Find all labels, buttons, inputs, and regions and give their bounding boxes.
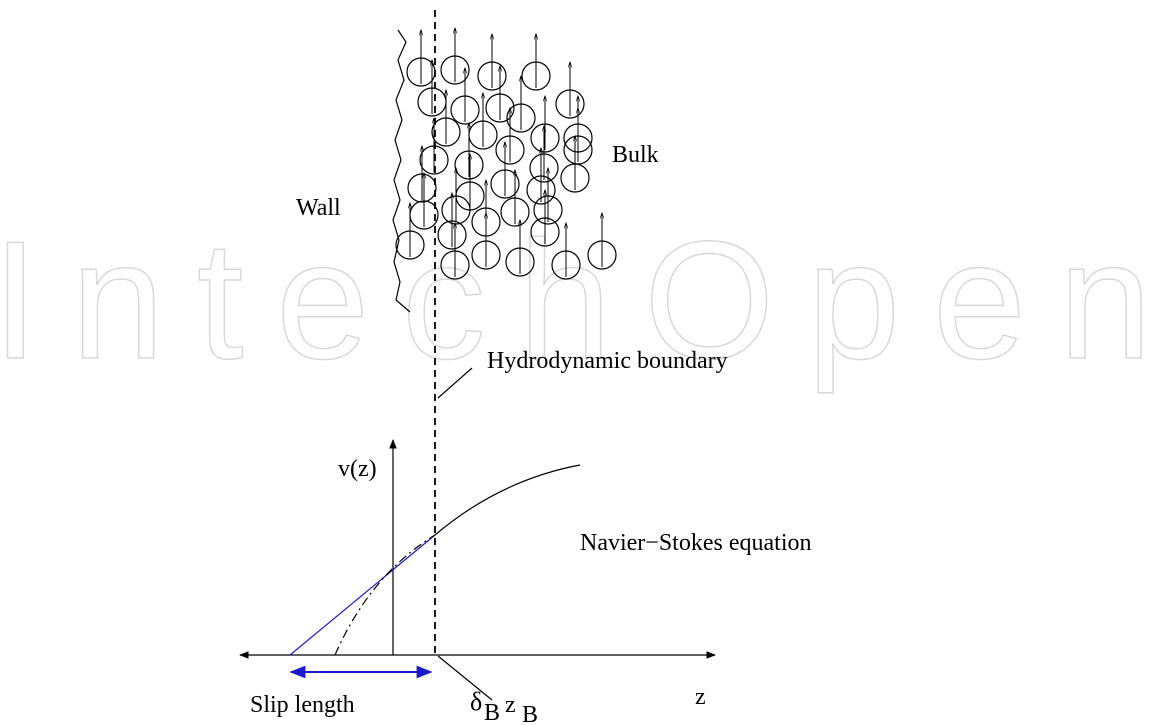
leader — [437, 367, 473, 399]
wall-label: Wall — [296, 195, 341, 221]
slip-extrapolation — [289, 534, 436, 656]
slip-label: Slip length — [250, 692, 355, 718]
velocity-label: v(z) — [338, 456, 377, 482]
z-label: z — [695, 684, 706, 710]
particles — [395, 28, 617, 280]
wall-surface — [392, 29, 411, 313]
velocity-profile — [434, 464, 581, 536]
equation-label: Navier−Stokes equation — [580, 530, 811, 556]
bulk-label: Bulk — [612, 142, 659, 168]
delta-sub: B — [484, 700, 500, 725]
boundary-label: Hydrodynamic boundary — [487, 348, 728, 374]
zb-sub: B — [522, 702, 538, 725]
zb-label: z — [505, 692, 516, 718]
delta-label: δ — [470, 687, 482, 716]
alt-profile — [334, 534, 436, 656]
zb-leader — [437, 655, 493, 701]
